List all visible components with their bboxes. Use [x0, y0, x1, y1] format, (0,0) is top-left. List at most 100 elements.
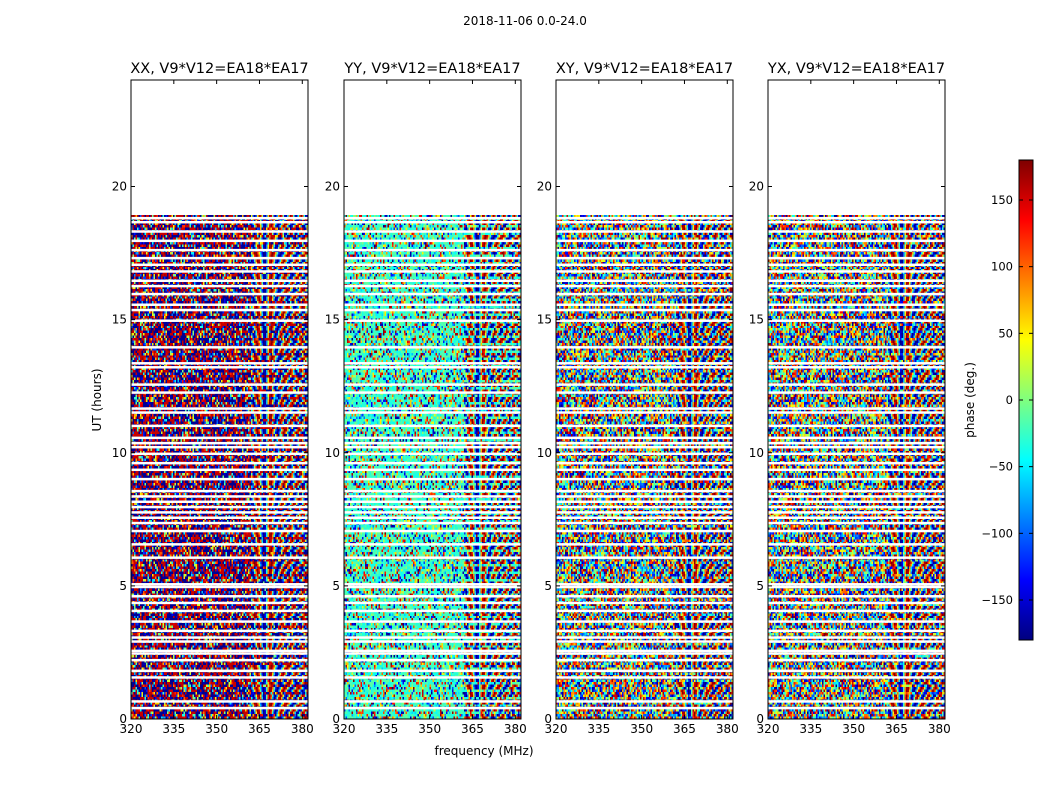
flag-gap: [768, 601, 945, 605]
flag-gap: [344, 676, 521, 679]
x-tick-label: 350: [205, 722, 228, 736]
flag-gap: [344, 411, 521, 414]
flag-gap: [768, 383, 945, 386]
heatmap-image-1: [131, 80, 308, 719]
flag-gap: [768, 391, 945, 394]
x-tick-label: 320: [120, 722, 143, 736]
x-tick-label: 320: [757, 722, 780, 736]
flag-gap: [344, 556, 521, 559]
flag-gap: [344, 366, 521, 369]
flag-gap: [344, 452, 521, 456]
flag-gap: [556, 461, 733, 465]
flag-gap: [768, 585, 945, 589]
flag-gap: [768, 669, 945, 673]
flag-gap: [768, 521, 945, 525]
flag-gap: [768, 279, 945, 283]
flag-gap: [556, 640, 733, 643]
x-axis-label: frequency (MHz): [434, 744, 533, 758]
flag-gap: [131, 609, 308, 613]
flag-gap: [556, 407, 733, 410]
flag-gap: [556, 303, 733, 306]
flag-gap: [344, 445, 521, 449]
flag-gap: [556, 489, 733, 493]
flag-gap: [344, 495, 521, 498]
flag-gap: [768, 220, 945, 224]
y-tick-label: 15: [749, 313, 764, 327]
flag-gap: [556, 585, 733, 589]
colorbar-tick-label: 50: [998, 326, 1013, 340]
y-tick-label: 0: [756, 712, 764, 726]
flag-gap: [131, 441, 308, 445]
flag-gap: [556, 500, 733, 504]
flag-gap: [768, 263, 945, 267]
flag-gap: [131, 595, 308, 598]
flag-gap: [131, 256, 308, 260]
flag-gap: [556, 636, 733, 639]
flag-gap: [556, 230, 733, 233]
y-tick-label: 5: [756, 579, 764, 593]
flag-gap: [768, 239, 945, 243]
flag-gap: [131, 452, 308, 456]
flag-gap: [131, 284, 308, 288]
flag-gap: [768, 636, 945, 639]
flag-gap: [768, 583, 945, 586]
flag-gap: [768, 407, 945, 410]
y-tick-label: 5: [332, 579, 340, 593]
x-tick-label: 320: [545, 722, 568, 736]
panel-frame: [767, 79, 946, 720]
flag-gap: [131, 445, 308, 449]
flag-gap: [344, 529, 521, 533]
flag-gap: [131, 500, 308, 504]
y-tick-label: 20: [325, 180, 340, 194]
flag-gap: [344, 511, 521, 514]
panel-3: XY, V9*V12=EA18*EA17 320 335 350 365 380 0 5 10 1…: [537, 61, 739, 736]
flag-gap: [768, 270, 945, 273]
flag-gap: [556, 445, 733, 449]
flag-gap: [768, 706, 945, 710]
flag-gap: [768, 461, 945, 465]
flag-gap: [344, 391, 521, 394]
x-tick-label: 335: [799, 722, 822, 736]
colorbar-tick-label: 0: [1006, 393, 1013, 407]
heatmap-image-4: [768, 80, 945, 719]
flag-gap: [344, 407, 521, 410]
flag-gap: [768, 658, 945, 662]
flag-gap: [344, 383, 521, 386]
x-tick-label: 350: [630, 722, 653, 736]
flag-gap: [344, 583, 521, 586]
heatmap-image-2: [344, 80, 521, 719]
flag-gap: [556, 319, 733, 322]
flag-gap: [556, 292, 733, 296]
flag-gap: [131, 220, 308, 224]
flag-gap: [556, 477, 733, 481]
flag-gap: [131, 366, 308, 369]
flag-gap: [556, 601, 733, 605]
flag-gap: [344, 505, 521, 509]
flag-gap: [344, 303, 521, 306]
flag-gap: [344, 216, 521, 220]
flag-gap: [556, 521, 733, 525]
flag-gap: [556, 505, 733, 509]
flag-gap: [131, 543, 308, 546]
flag-gap: [131, 658, 308, 662]
flag-gap: [131, 640, 308, 643]
flag-gap: [768, 346, 945, 349]
flag-gap: [556, 629, 733, 633]
colorbar: −150 −100 −50 0 50 100 150 phase (deg.): [963, 159, 1034, 641]
colorbar-tick-label: 100: [991, 260, 1013, 274]
flag-gap: [556, 284, 733, 288]
y-axis-label: UT (hours): [90, 368, 104, 431]
flag-gap: [556, 239, 733, 243]
flag-gap: [768, 556, 945, 559]
flag-gap: [344, 601, 521, 605]
panel-frame: [343, 79, 522, 720]
flag-gap: [131, 468, 308, 472]
flag-gap: [131, 495, 308, 498]
flag-gap: [768, 362, 945, 365]
flag-gap: [344, 477, 521, 481]
flag-gap: [131, 556, 308, 559]
flag-gap: [131, 649, 308, 653]
flag-gap: [344, 669, 521, 673]
y-tick-label: 10: [325, 446, 340, 460]
